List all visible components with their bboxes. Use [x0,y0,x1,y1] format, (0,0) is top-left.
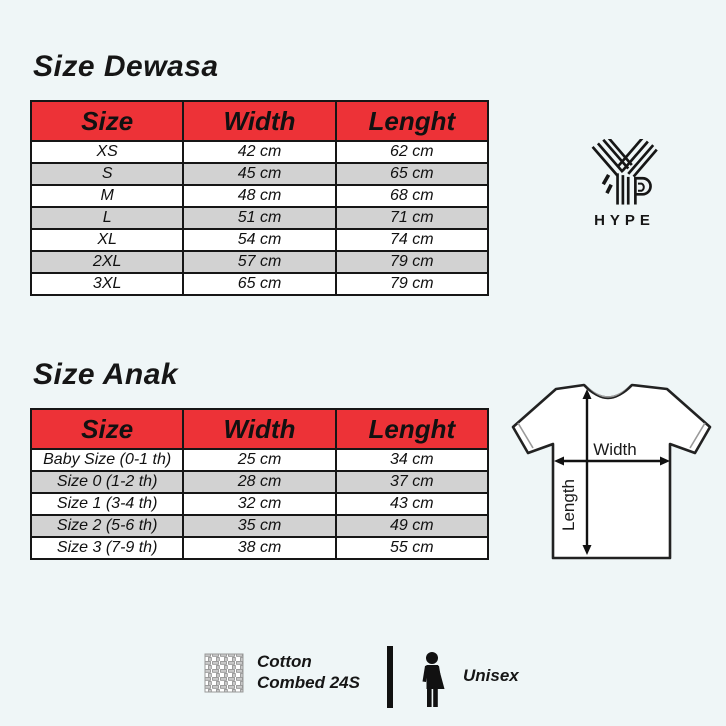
table-cell: 37 cm [334,470,490,494]
table-row: Size 3 (7-9 th) 38 cm 55 cm [29,536,490,560]
table-row: 2XL 57 cm 79 cm [29,250,490,274]
table-cell: XL [29,228,185,252]
adult-table-header-row: Size Width Lenght [29,100,490,142]
table-cell: 79 cm [334,272,490,296]
table-row: L 51 cm 71 cm [29,206,490,230]
kids-table-header-row: Size Width Lenght [29,408,490,450]
table-cell: 42 cm [182,140,337,164]
gender-label: Unisex [463,666,519,685]
length-label: Length [559,479,578,531]
length-arrow [582,389,592,555]
table-row: Baby Size (0-1 th) 25 cm 34 cm [29,448,490,472]
table-cell: L [29,206,185,230]
material-label: Cotton Combed 24S [257,651,360,693]
adult-size-table: Size Width Lenght XS 42 cm 62 cm S 45 cm 65 c… [29,100,490,296]
table-cell: XS [29,140,185,164]
table-row: XS 42 cm 62 cm [29,140,490,164]
table-cell: 38 cm [182,536,337,560]
table-cell: Size 0 (1-2 th) [29,470,185,494]
table-cell: 32 cm [182,492,337,516]
table-row: XL 54 cm 74 cm [29,228,490,252]
table-cell: 35 cm [182,514,337,538]
hype-logo: HYPE [582,137,662,229]
table-cell: 55 cm [334,536,490,560]
table-cell: Baby Size (0-1 th) [29,448,185,472]
table-row: S 45 cm 65 cm [29,162,490,186]
tshirt-diagram-icon: Width Length [511,383,712,560]
table-cell: 71 cm [334,206,490,230]
table-cell: 43 cm [334,492,490,516]
footer-divider [387,646,393,708]
width-arrow [554,456,670,466]
table-cell: 45 cm [182,162,337,186]
table-cell: 28 cm [182,470,337,494]
kids-section-title: Size Anak [33,358,179,391]
kids-col-header-length: Lenght [334,408,490,450]
table-cell: 51 cm [182,206,337,230]
table-cell: 2XL [29,250,185,274]
table-cell: 62 cm [334,140,490,164]
width-label: Width [593,440,636,459]
kids-size-table: Size Width Lenght Baby Size (0-1 th) 25 c… [29,408,490,560]
table-cell: Size 2 (5-6 th) [29,514,185,538]
table-cell: Size 3 (7-9 th) [29,536,185,560]
adult-col-header-size: Size [29,100,185,142]
unisex-person-icon [422,652,445,707]
table-row: Size 2 (5-6 th) 35 cm 49 cm [29,514,490,538]
adult-section-title: Size Dewasa [33,50,219,83]
adult-col-header-width: Width [182,100,337,142]
table-cell: Size 1 (3-4 th) [29,492,185,516]
table-row: Size 0 (1-2 th) 28 cm 37 cm [29,470,490,494]
table-cell: 68 cm [334,184,490,208]
table-cell: 34 cm [334,448,490,472]
table-cell: 25 cm [182,448,337,472]
table-cell: 48 cm [182,184,337,208]
material-line1: Cotton [257,652,312,671]
table-cell: 49 cm [334,514,490,538]
table-cell: 54 cm [182,228,337,252]
adult-col-header-length: Lenght [334,100,490,142]
material-line2: Combed 24S [257,673,360,692]
table-row: 3XL 65 cm 79 cm [29,272,490,296]
fabric-weave-icon [204,653,244,693]
table-row: M 48 cm 68 cm [29,184,490,208]
kids-col-header-width: Width [182,408,337,450]
table-row: Size 1 (3-4 th) 32 cm 43 cm [29,492,490,516]
kids-col-header-size: Size [29,408,185,450]
table-cell: 79 cm [334,250,490,274]
hype-logo-icon [591,137,658,205]
table-cell: 74 cm [334,228,490,252]
table-cell: 65 cm [334,162,490,186]
table-cell: 57 cm [182,250,337,274]
table-cell: M [29,184,185,208]
table-cell: 65 cm [182,272,337,296]
table-cell: 3XL [29,272,185,296]
table-cell: S [29,162,185,186]
hype-logo-text: HYPE [594,212,655,229]
